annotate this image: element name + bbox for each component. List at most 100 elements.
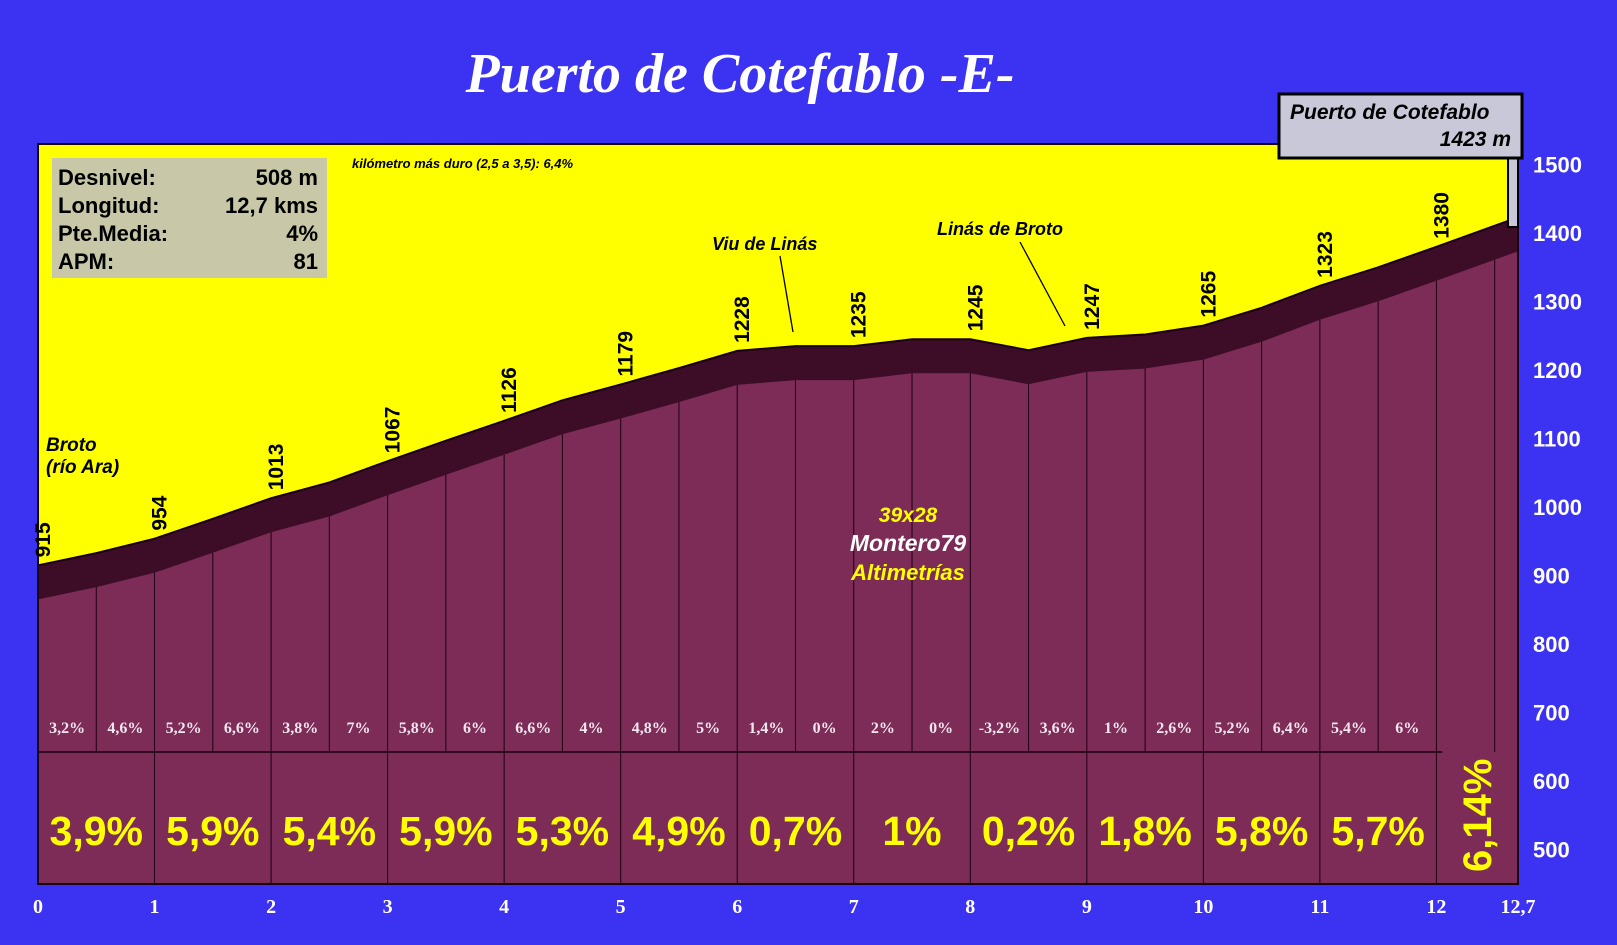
half-km-gradient: 5,8%	[399, 720, 435, 737]
half-km-gradient: 5%	[696, 720, 720, 737]
stats-value: 81	[294, 249, 318, 274]
stats-value: 12,7 kms	[225, 193, 318, 218]
start-sub: (río Ara)	[46, 457, 119, 478]
watermark-size: 39x28	[879, 504, 938, 527]
summit-altitude: 1423 m	[1440, 128, 1511, 151]
y-tick-label: 1300	[1533, 290, 1582, 315]
half-km-gradient: -3,2%	[979, 720, 1020, 737]
start-name: Broto	[46, 435, 97, 456]
x-tick-label: 5	[616, 896, 626, 918]
summit-name: Puerto de Cotefablo	[1290, 101, 1490, 124]
x-tick-label: 12,7	[1501, 896, 1536, 918]
x-tick-label: 1	[150, 896, 160, 918]
km-gradient: 5,3%	[516, 808, 609, 854]
altitude-label: 1235	[848, 291, 871, 338]
half-km-gradient: 4%	[580, 720, 604, 737]
x-tick-label: 9	[1082, 896, 1092, 918]
half-km-gradient: 6,6%	[224, 720, 260, 737]
place-linas-pointer	[1019, 241, 1066, 327]
y-tick-label: 600	[1533, 769, 1570, 794]
stats-label: Desnivel:	[58, 165, 156, 190]
half-km-gradient: 2,6%	[1156, 720, 1192, 737]
summit-box	[1277, 92, 1524, 160]
km-gradient: 5,7%	[1331, 808, 1424, 854]
altitude-label: 1179	[615, 331, 638, 377]
km-gradient: 1%	[882, 808, 941, 854]
altitude-label: 915	[32, 522, 55, 557]
altitude-label: 1247	[1081, 283, 1104, 330]
altitude-label: 1323	[1314, 231, 1337, 278]
stats-value: 508 m	[256, 165, 318, 190]
hardest-km-note: kilómetro más duro (2,5 a 3,5): 6,4%	[352, 156, 574, 171]
summit-post	[1507, 154, 1519, 228]
chart-title: Puerto de Cotefablo -E-	[464, 43, 1014, 105]
half-km-gradient: 2%	[871, 720, 895, 737]
last-km-gradient: 6,14%	[1456, 759, 1500, 872]
watermark-author: Montero79	[850, 530, 967, 556]
place-viu-pointer	[779, 255, 794, 333]
plot-border	[37, 143, 1519, 885]
half-km-gradient: 5,4%	[1331, 720, 1367, 737]
half-km-gradient: 4,8%	[632, 720, 668, 737]
altitude-label: 1265	[1197, 271, 1220, 318]
profile-edge-band	[38, 217, 1518, 600]
half-km-gradient: 4,6%	[107, 720, 143, 737]
km-gradient: 5,9%	[399, 808, 492, 854]
x-tick-label: 3	[383, 896, 393, 918]
watermark-brand: Altimetrías	[850, 560, 965, 585]
y-tick-label: 1500	[1533, 153, 1582, 178]
x-tick-label: 12	[1426, 896, 1446, 918]
y-tick-label: 1000	[1533, 495, 1582, 520]
half-km-gradient: 7%	[346, 720, 370, 737]
half-km-gradient: 5,2%	[1214, 720, 1250, 737]
y-tick-label: 900	[1533, 564, 1570, 589]
km-gradient: 4,9%	[632, 808, 725, 854]
km-gradient: 0,2%	[982, 808, 1075, 854]
half-km-gradient: 3,8%	[282, 720, 318, 737]
half-km-gradient: 3,2%	[49, 720, 85, 737]
x-tick-label: 7	[849, 896, 859, 918]
stats-value: 4%	[286, 221, 318, 246]
y-tick-label: 1400	[1533, 221, 1582, 246]
altitude-label: 1126	[498, 367, 521, 413]
x-tick-label: 10	[1193, 896, 1213, 918]
x-tick-label: 2	[266, 896, 276, 918]
y-tick-label: 1200	[1533, 358, 1582, 383]
profile-line	[37, 216, 1519, 567]
altitude-label: 1228	[731, 296, 754, 343]
place-linas: Linás de Broto	[937, 219, 1063, 239]
altitude-label: 1013	[265, 444, 288, 491]
place-viu: Viu de Linás	[712, 234, 817, 254]
x-tick-label: 8	[965, 896, 975, 918]
y-tick-label: 700	[1533, 701, 1570, 726]
km-gradient: 5,4%	[283, 808, 376, 854]
x-tick-label: 6	[732, 896, 742, 918]
plot-area: 1500140013001200110010009008007006005000…	[32, 92, 1582, 918]
half-km-gradient: 0%	[813, 720, 837, 737]
half-km-gradient: 5,2%	[166, 720, 202, 737]
x-tick-label: 0	[33, 896, 43, 918]
km-gradient: 5,9%	[166, 808, 259, 854]
km-gradient: 0,7%	[749, 808, 842, 854]
half-km-gradient: 6%	[1395, 720, 1419, 737]
half-km-gradient: 6,6%	[515, 720, 551, 737]
altitude-label: 954	[149, 495, 172, 530]
stats-label: APM:	[58, 249, 114, 274]
y-tick-label: 800	[1533, 632, 1570, 657]
x-tick-label: 11	[1310, 896, 1329, 918]
altitude-label: 1245	[964, 284, 987, 331]
half-km-gradient: 6%	[463, 720, 487, 737]
stats-label: Pte.Media:	[58, 221, 168, 246]
km-gradient: 1,8%	[1098, 808, 1191, 854]
y-tick-label: 500	[1533, 838, 1570, 863]
y-tick-label: 1100	[1533, 427, 1581, 452]
half-km-gradient: 6,4%	[1273, 720, 1309, 737]
half-km-gradient: 3,6%	[1040, 720, 1076, 737]
stats-label: Longitud:	[58, 193, 159, 218]
altitude-label: 1380	[1430, 192, 1453, 239]
km-gradient: 5,8%	[1215, 808, 1308, 854]
x-tick-label: 4	[499, 896, 509, 918]
km-gradient: 3,9%	[50, 808, 143, 854]
profile-area	[38, 217, 1518, 885]
